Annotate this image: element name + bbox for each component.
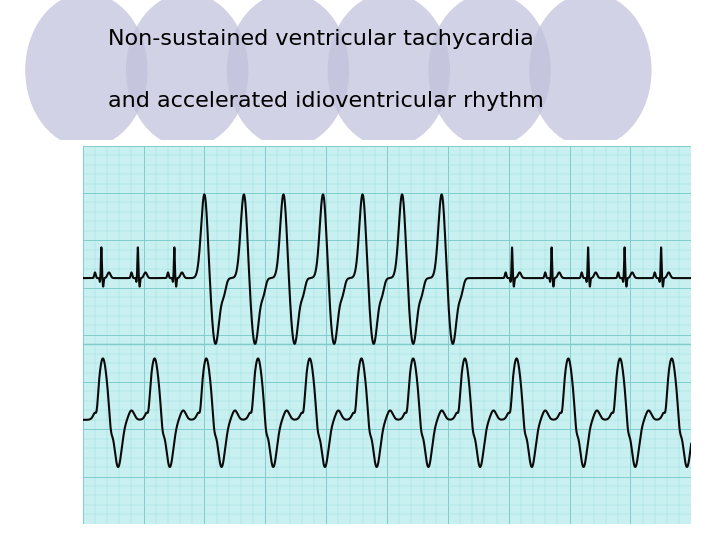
Ellipse shape [126,0,248,147]
Ellipse shape [25,0,148,147]
Text: Non-sustained ventricular tachycardia: Non-sustained ventricular tachycardia [108,29,534,49]
Ellipse shape [529,0,652,147]
Ellipse shape [328,0,450,147]
Ellipse shape [428,0,551,147]
Text: and accelerated idioventricular rhythm: and accelerated idioventricular rhythm [108,91,544,111]
Ellipse shape [227,0,349,147]
